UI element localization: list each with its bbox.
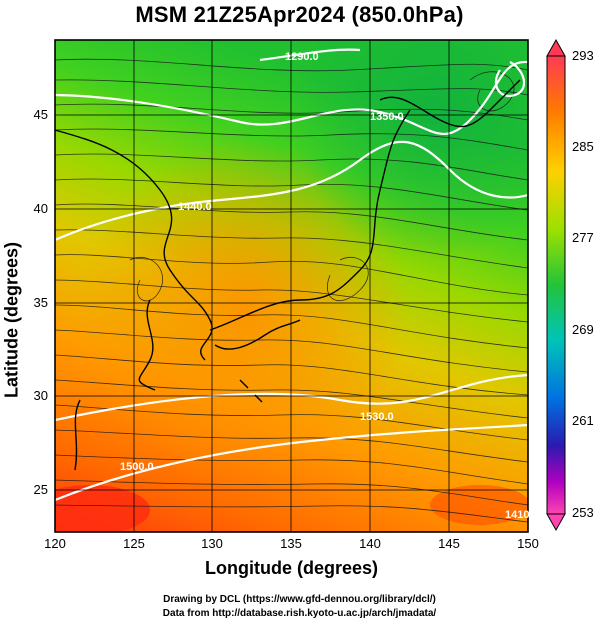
x-tick-label: 125 bbox=[123, 536, 145, 551]
y-axis-title-container: Latitude (degrees) bbox=[2, 160, 22, 480]
y-tick-label: 30 bbox=[33, 388, 48, 403]
x-tick-label: 140 bbox=[359, 536, 381, 551]
x-tick-label: 135 bbox=[280, 536, 302, 551]
x-tick-label: 150 bbox=[517, 536, 539, 551]
grid-lines bbox=[55, 40, 528, 532]
temperature-field bbox=[55, 40, 528, 532]
credit-drawing: Drawing by DCL (https://www.gfd-dennou.o… bbox=[163, 594, 436, 605]
colorbar-tick-label: 261 bbox=[572, 413, 594, 428]
contour-label: 1440.0 bbox=[178, 201, 212, 213]
x-tick-label: 130 bbox=[201, 536, 223, 551]
credit-data: Data from http://database.rish.kyoto-u.a… bbox=[162, 608, 437, 619]
colorbar-tick-label: 253 bbox=[572, 505, 594, 520]
colorbar-tick-label: 277 bbox=[572, 230, 594, 245]
coastlines bbox=[55, 79, 521, 471]
colorbar-tick-label: 285 bbox=[572, 139, 594, 154]
y-tick-label: 25 bbox=[33, 482, 48, 497]
x-tick-label: 145 bbox=[438, 536, 460, 551]
y-axis-title: Latitude (degrees) bbox=[1, 241, 22, 399]
contour-label: 1500.0 bbox=[120, 461, 154, 473]
y-tick-label: 35 bbox=[33, 295, 48, 310]
wind-streamlines bbox=[55, 58, 528, 523]
contour-label: 1530.0 bbox=[360, 411, 394, 423]
y-tick-label: 40 bbox=[33, 201, 48, 216]
x-axis-title: Longitude (degrees) bbox=[204, 558, 378, 578]
plot-frame bbox=[54, 39, 529, 533]
contour-label: 1350.0 bbox=[370, 111, 404, 123]
y-tick-label: 45 bbox=[33, 107, 48, 122]
colorbar bbox=[546, 38, 566, 532]
contour-label: 1410.0 bbox=[505, 509, 539, 521]
colorbar-tick-label: 269 bbox=[572, 322, 594, 337]
contour-label: 1290.0 bbox=[285, 51, 319, 63]
x-tick-label: 120 bbox=[44, 536, 66, 551]
colorbar-tick-label: 293 bbox=[572, 48, 594, 63]
chart-title: MSM 21Z25Apr2024 (850.0hPa) bbox=[135, 2, 464, 27]
geopotential-contours bbox=[55, 48, 528, 502]
